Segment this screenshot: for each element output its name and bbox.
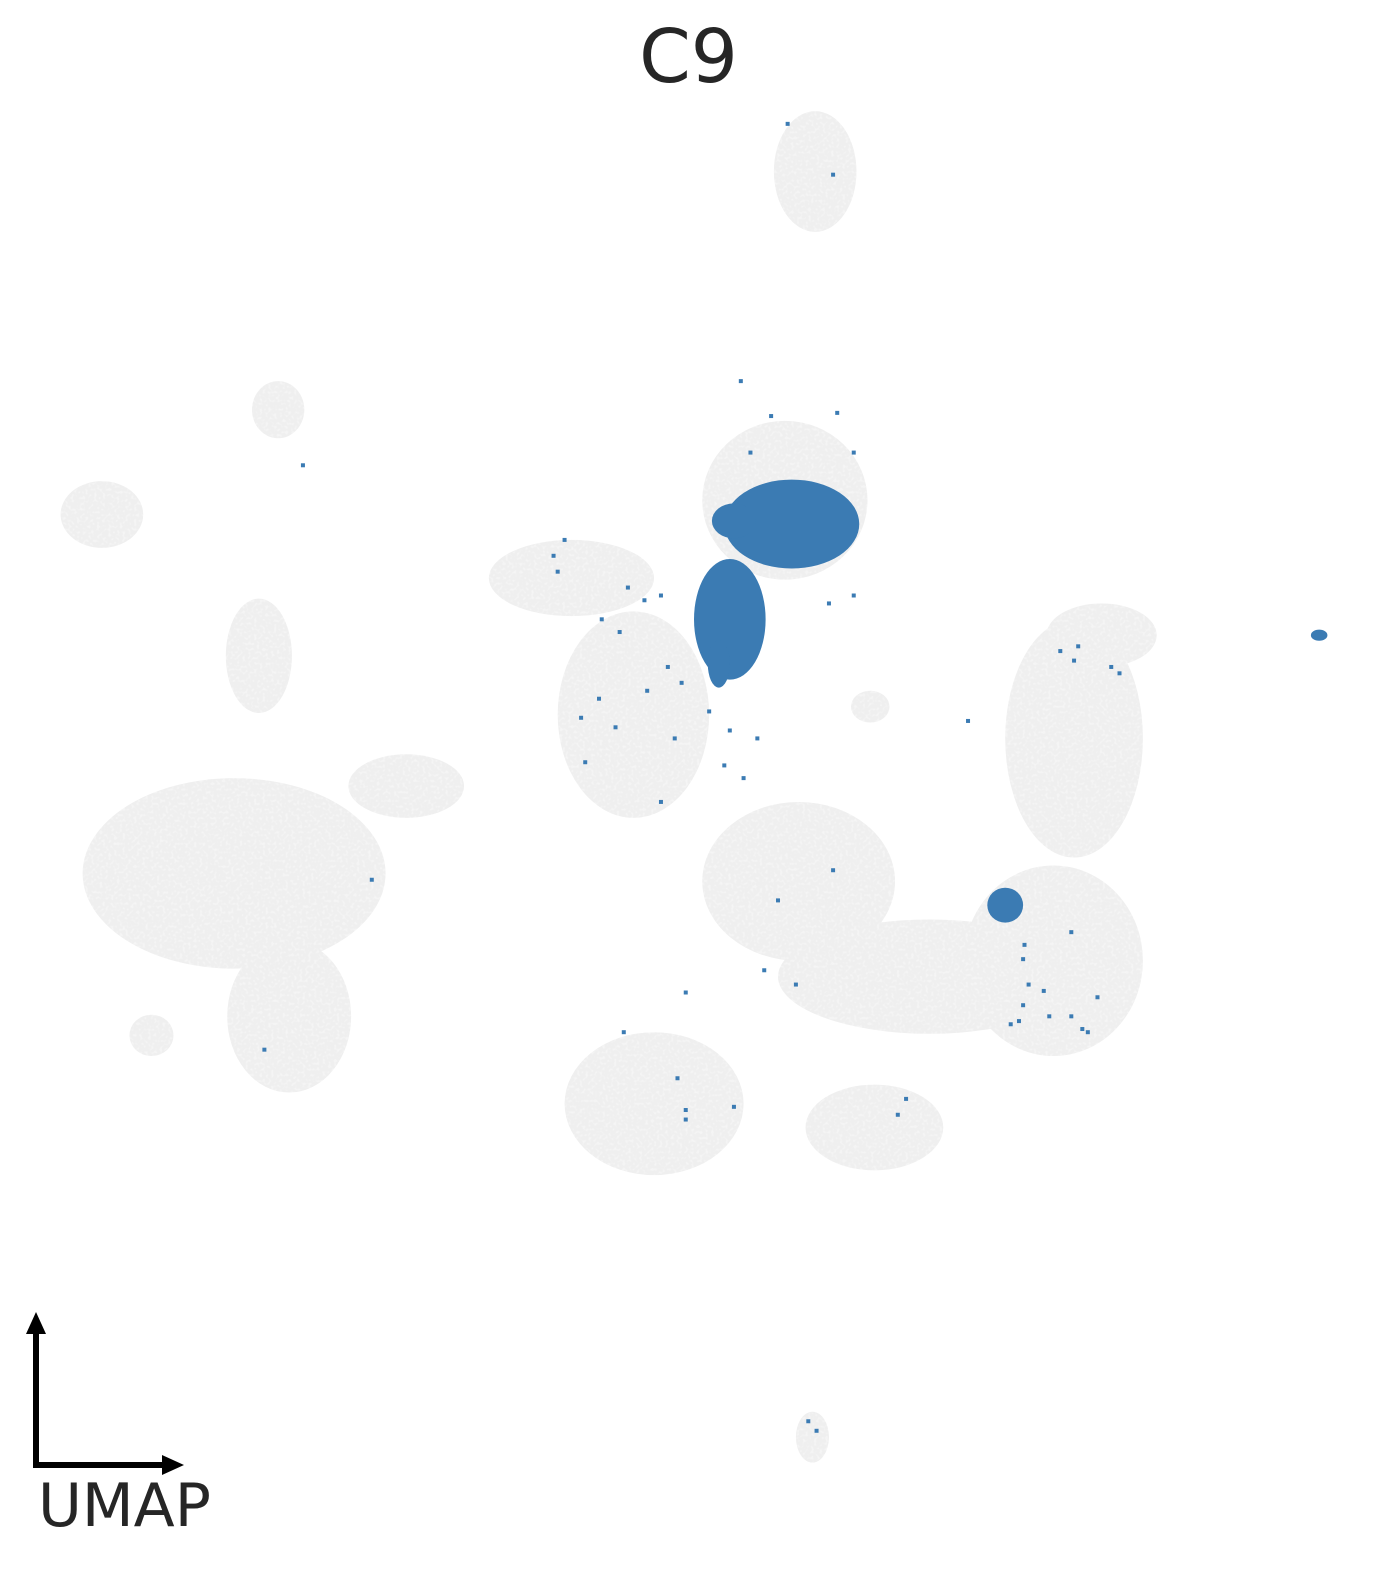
background-region-left-mass	[82, 778, 386, 969]
background-region-right-top	[1046, 603, 1157, 667]
highlight-region-main-blob-upper	[724, 479, 860, 569]
highlight-point	[1021, 957, 1026, 962]
highlight-point	[727, 728, 732, 733]
highlight-point	[831, 868, 836, 873]
highlight-point	[665, 664, 670, 669]
highlight-point	[596, 696, 601, 701]
highlight-point	[1117, 671, 1122, 676]
highlight-point	[583, 760, 588, 765]
highlight-point	[658, 799, 663, 804]
highlight-point	[707, 709, 712, 714]
highlight-point	[851, 593, 856, 598]
highlight-point	[645, 688, 650, 693]
highlight-point	[1072, 658, 1077, 663]
background-region-left-lower	[227, 940, 352, 1093]
highlight-point	[1095, 995, 1100, 1000]
highlight-point	[675, 1076, 680, 1081]
highlight-point	[658, 593, 663, 598]
highlight-region-right-blob	[987, 887, 1024, 923]
highlighted-cells	[262, 121, 1328, 1433]
highlight-point	[579, 715, 584, 720]
highlight-point	[1016, 1019, 1021, 1024]
highlight-point	[621, 1030, 626, 1035]
highlight-point	[262, 1047, 267, 1052]
background-region-center-column	[557, 611, 710, 818]
highlight-point	[642, 598, 647, 603]
highlight-point	[966, 718, 971, 723]
umap-y-arrowhead	[26, 1312, 46, 1334]
highlight-point	[895, 1112, 900, 1117]
background-region-top-island	[773, 111, 857, 232]
highlight-point	[1080, 1027, 1085, 1032]
highlight-point	[1047, 1014, 1052, 1019]
highlight-point	[683, 990, 688, 995]
chart-title: C9	[639, 14, 738, 100]
background-region-center-diag	[702, 801, 896, 961]
highlight-point	[762, 968, 767, 973]
background-region-center-small	[850, 690, 890, 723]
highlight-point	[1041, 988, 1046, 993]
background-region-bottom-island	[795, 1411, 829, 1463]
highlight-point	[835, 410, 840, 415]
highlight-point	[1058, 649, 1063, 654]
highlight-point	[683, 1108, 688, 1113]
highlight-point	[551, 553, 556, 558]
highlight-point	[1076, 644, 1081, 649]
background-region-left-arm	[348, 754, 465, 818]
background-region-left-stem	[225, 598, 292, 714]
background-region-right-upper-arm	[1005, 619, 1143, 858]
highlight-point	[831, 172, 836, 177]
highlight-point	[748, 450, 753, 455]
background-region-bottom-middle-lobe	[805, 1084, 944, 1171]
background-region-upper-left-wing	[60, 481, 144, 548]
highlight-point	[369, 877, 374, 882]
highlight-point	[806, 1419, 811, 1424]
umap-x-arrowhead	[162, 1455, 184, 1475]
highlight-point	[562, 537, 567, 542]
highlight-point	[679, 680, 684, 685]
background-region-upper-left-bulb	[251, 381, 305, 439]
highlight-region-main-blob-left	[711, 503, 756, 539]
background-region-right-mass	[963, 865, 1143, 1057]
highlight-point	[755, 736, 760, 741]
highlight-point	[617, 630, 622, 635]
highlight-point	[672, 736, 677, 741]
highlight-point	[722, 763, 727, 768]
highlight-point	[1022, 942, 1027, 947]
highlight-point	[625, 585, 630, 590]
highlight-region-far-right-blob	[1310, 629, 1328, 641]
highlight-point	[1008, 1022, 1013, 1027]
highlight-point	[555, 569, 560, 574]
highlight-point	[613, 725, 618, 730]
highlight-point	[1021, 1003, 1026, 1008]
highlight-point	[785, 121, 790, 126]
background-region-left-foot	[129, 1014, 174, 1057]
highlight-point	[1109, 664, 1114, 669]
highlight-point	[1069, 1014, 1074, 1019]
highlight-point	[738, 379, 743, 384]
highlight-point	[683, 1117, 688, 1122]
highlight-point	[904, 1096, 909, 1101]
background-region-bottom-left-lobe	[564, 1032, 744, 1176]
highlight-point	[814, 1428, 819, 1433]
highlight-point	[731, 1104, 736, 1109]
umap-axis-indicator	[26, 1312, 184, 1475]
background-cells	[60, 111, 1157, 1463]
highlight-point	[793, 982, 798, 987]
highlight-point	[851, 450, 856, 455]
highlight-region-main-blob-tail	[707, 639, 730, 688]
highlight-point	[769, 414, 774, 419]
highlight-point	[300, 463, 305, 468]
background-region-center-left-lobe	[488, 539, 655, 617]
highlight-point	[741, 776, 746, 781]
highlight-point	[599, 617, 604, 622]
highlight-region-main-blob-neck	[694, 558, 766, 680]
highlight-point	[826, 601, 831, 606]
highlight-point	[1026, 982, 1031, 987]
umap-axis-label: UMAP	[38, 1471, 211, 1541]
highlight-point	[1085, 1030, 1090, 1035]
highlight-point	[1069, 930, 1074, 935]
highlight-point	[776, 898, 781, 903]
